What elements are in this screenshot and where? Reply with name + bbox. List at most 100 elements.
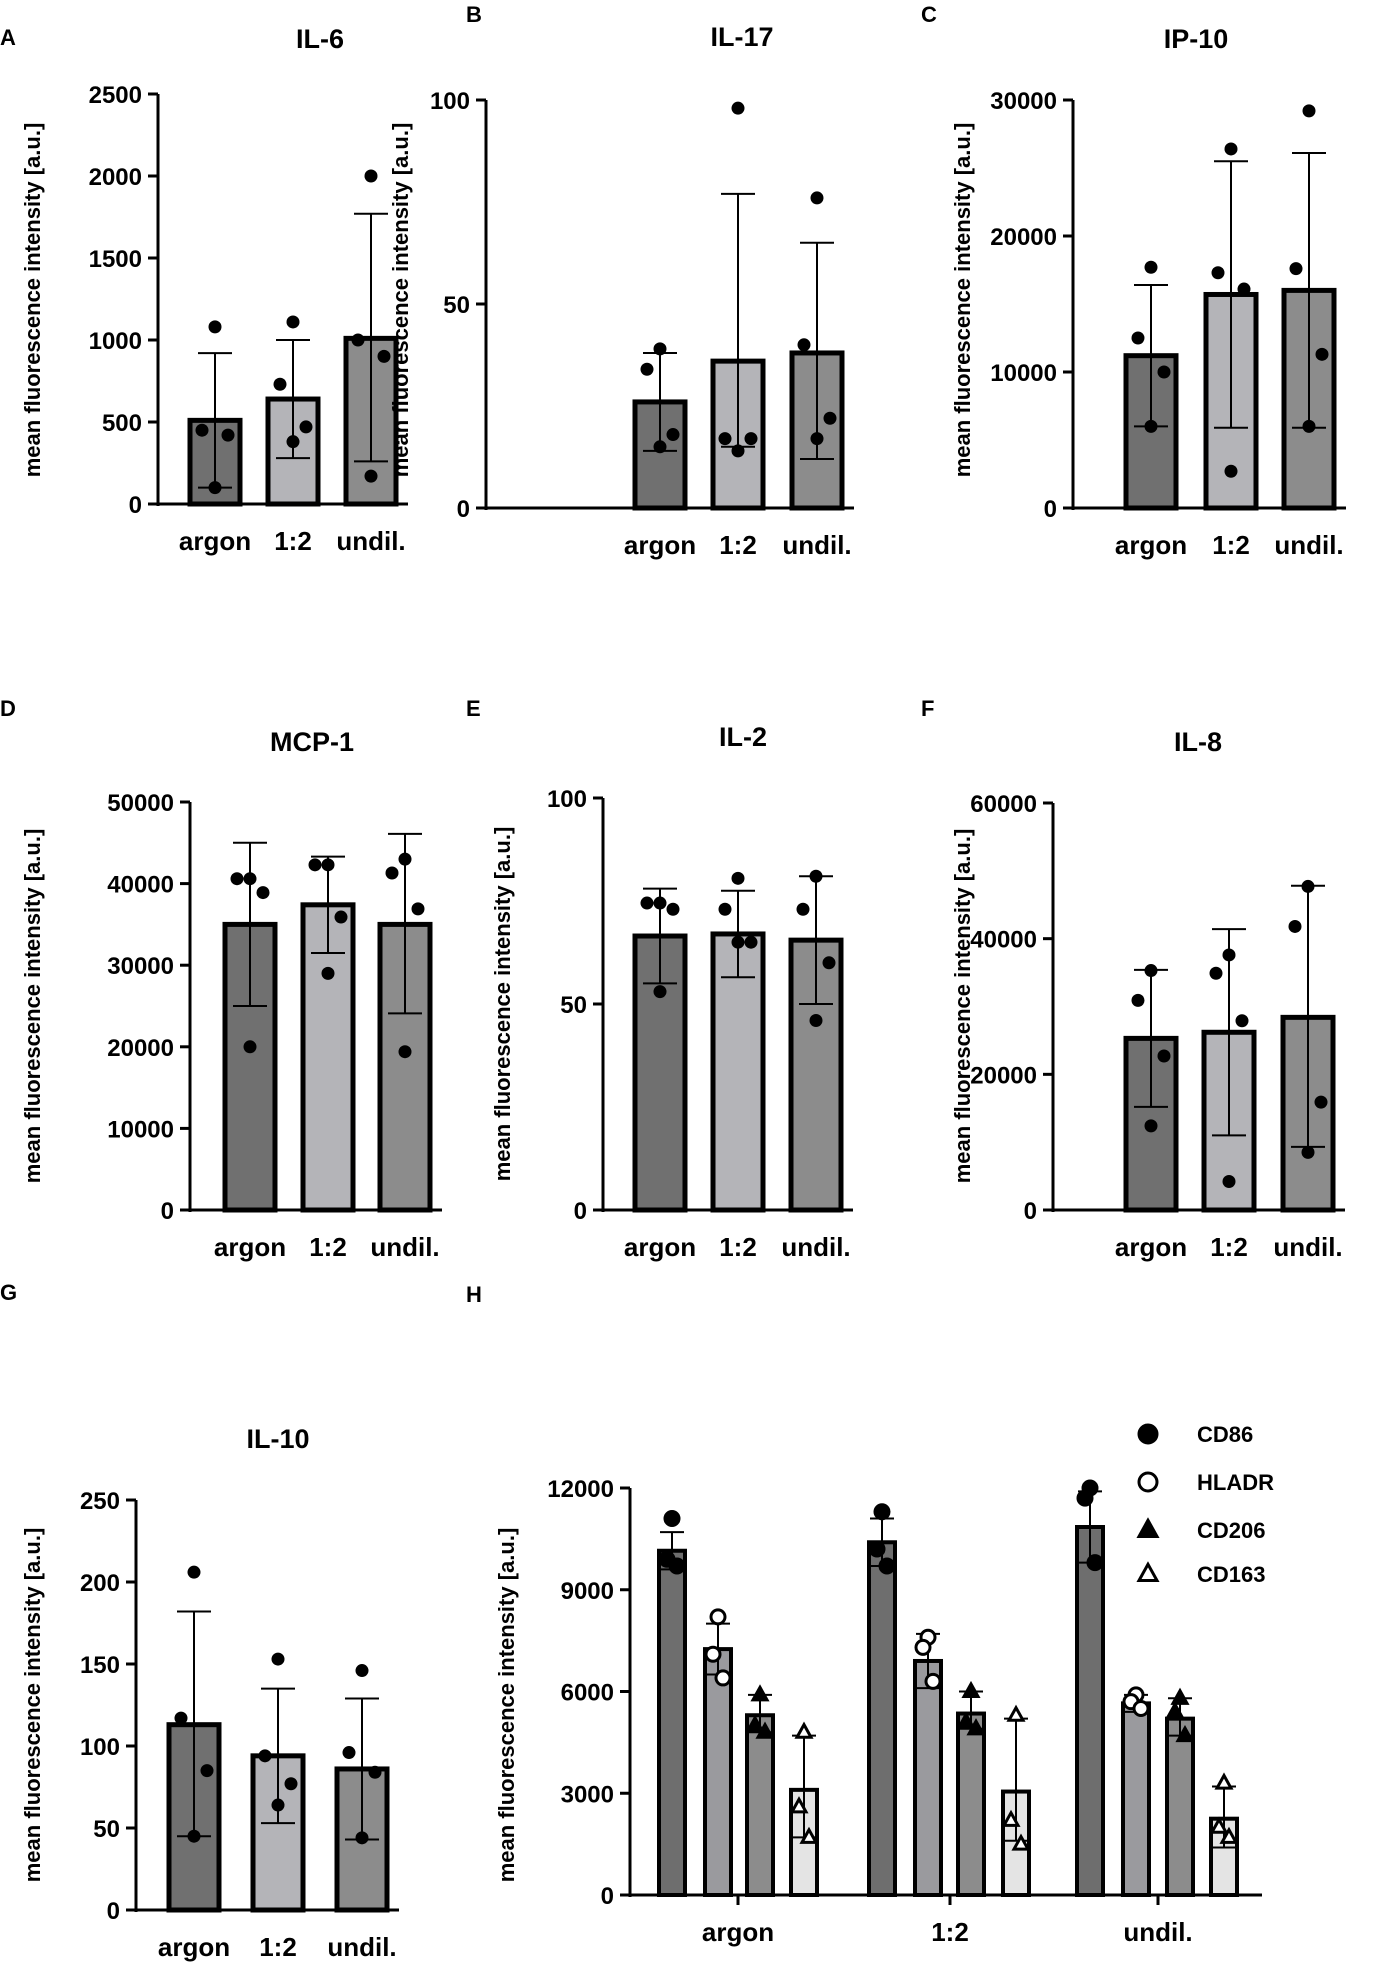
panel-letter: B: [466, 2, 482, 27]
bar-CD86-undil.: [1075, 1525, 1105, 1897]
panel-C: C IP-10 mean fluorescence intensity [a.u.]…: [921, 2, 1346, 560]
data-point: [1302, 419, 1316, 433]
y-tick-label: 2500: [89, 82, 142, 109]
data-point: [653, 342, 667, 356]
panel-D: D MCP-1 mean fluorescence intensity [a.u.]…: [0, 696, 442, 1262]
legend-item-CD86: CD86: [1137, 1422, 1253, 1447]
data-point-CD163: [799, 1826, 819, 1844]
x-tick-label: argon: [179, 526, 251, 556]
data-point-CD86: [1076, 1489, 1094, 1507]
y-tick-label: 100: [80, 1734, 120, 1761]
y-tick-label: 0: [457, 496, 470, 523]
data-point: [1222, 948, 1236, 962]
x-tick-label: 1:2: [1212, 530, 1250, 560]
x-tick-label: undil.: [782, 530, 851, 560]
x-tick-label: undil.: [781, 1232, 850, 1262]
x-tick-label: argon: [214, 1232, 286, 1262]
legend-marker: [1136, 1517, 1160, 1538]
bar-CD206-1:2: [956, 1711, 986, 1897]
panel-A: A IL-6 mean fluorescence intensity [a.u.] 0…: [0, 24, 408, 556]
data-point: [810, 432, 824, 446]
y-tick-label: 0: [601, 1883, 614, 1910]
y-tick-label: 30000: [107, 953, 174, 980]
y-tick-label: 0: [574, 1198, 587, 1225]
data-point: [284, 1777, 298, 1791]
data-point-CD163: [1001, 1809, 1021, 1827]
panel-F: F IL-8 mean fluorescence intensity [a.u.] 0…: [921, 696, 1345, 1262]
chart-title: MCP-1: [270, 727, 354, 757]
legend-item-HLADR: HLADR: [1137, 1470, 1274, 1495]
data-point-CD206: [745, 1714, 765, 1732]
data-point: [385, 866, 399, 880]
x-tick-label: argon: [624, 530, 696, 560]
data-point: [809, 1013, 823, 1027]
bar-CD206-argon: [745, 1713, 775, 1898]
data-point: [1224, 464, 1238, 478]
data-point: [377, 349, 391, 363]
data-point: [1301, 1145, 1315, 1159]
panel-letter: A: [0, 25, 16, 50]
data-point: [273, 377, 287, 391]
chart-title: IL-10: [246, 1424, 309, 1454]
data-point: [230, 872, 244, 886]
x-tick-label: argon: [624, 1232, 696, 1262]
data-point: [308, 858, 322, 872]
legend-label: CD206: [1197, 1518, 1265, 1543]
panel-letter: E: [466, 696, 481, 721]
data-point: [195, 423, 209, 437]
data-point: [1209, 966, 1223, 980]
y-tick-label: 50: [93, 1816, 120, 1843]
data-point: [1315, 347, 1329, 361]
data-point-CD86: [873, 1503, 891, 1521]
data-point-CD163: [789, 1796, 809, 1814]
y-axis-label: mean fluorescence intensity [a.u.]: [20, 123, 45, 478]
data-point-HLADR: [1132, 1699, 1150, 1717]
data-point: [1289, 262, 1303, 276]
legend-item-CD163: CD163: [1136, 1561, 1265, 1587]
data-point: [411, 902, 425, 916]
data-point-HLADR: [709, 1608, 727, 1626]
y-tick-label: 0: [1024, 1198, 1037, 1225]
data-point-CD163: [794, 1721, 814, 1739]
legend-marker: [1137, 1423, 1159, 1445]
data-point-CD206: [1175, 1724, 1195, 1743]
data-point: [351, 333, 365, 347]
x-tick-label: undil.: [370, 1232, 439, 1262]
y-tick-label: 1500: [89, 246, 142, 273]
x-tick-label: undil.: [1274, 530, 1343, 560]
data-point: [398, 852, 412, 866]
data-point-CD206: [1165, 1701, 1185, 1719]
data-point: [1235, 1014, 1249, 1028]
bar-HLADR-1:2: [913, 1658, 943, 1897]
data-point-CD163: [1209, 1816, 1229, 1834]
data-point-CD86: [878, 1557, 896, 1575]
data-point: [243, 872, 257, 886]
y-axis-label: mean fluorescence intensity [a.u.]: [490, 827, 515, 1182]
y-tick-label: 0: [107, 1898, 120, 1925]
bar-CD206-undil.: [1165, 1716, 1195, 1897]
panel-letter: H: [466, 1282, 482, 1307]
data-point: [1224, 142, 1238, 156]
chart-title: IL-6: [296, 24, 344, 54]
data-point: [1157, 365, 1171, 379]
y-tick-label: 20000: [990, 224, 1057, 251]
panel-G: G IL-10 mean fluorescence intensity [a.u.]…: [0, 1280, 399, 1962]
data-point: [208, 320, 222, 334]
x-tick-label: 1:2: [259, 1932, 297, 1962]
data-point: [1288, 919, 1302, 933]
data-point: [271, 1798, 285, 1812]
x-tick-label: argon: [158, 1932, 230, 1962]
legend-label: HLADR: [1197, 1470, 1274, 1495]
data-point: [243, 1040, 257, 1054]
data-point: [342, 1746, 356, 1760]
data-point: [822, 956, 836, 970]
data-point: [1314, 1095, 1328, 1109]
data-point: [286, 315, 300, 329]
x-tick-label: argon: [702, 1917, 774, 1947]
data-point: [1131, 993, 1145, 1007]
y-tick-label: 6000: [561, 1680, 614, 1707]
y-tick-label: 0: [161, 1198, 174, 1225]
x-tick-label: 1:2: [719, 1232, 757, 1262]
